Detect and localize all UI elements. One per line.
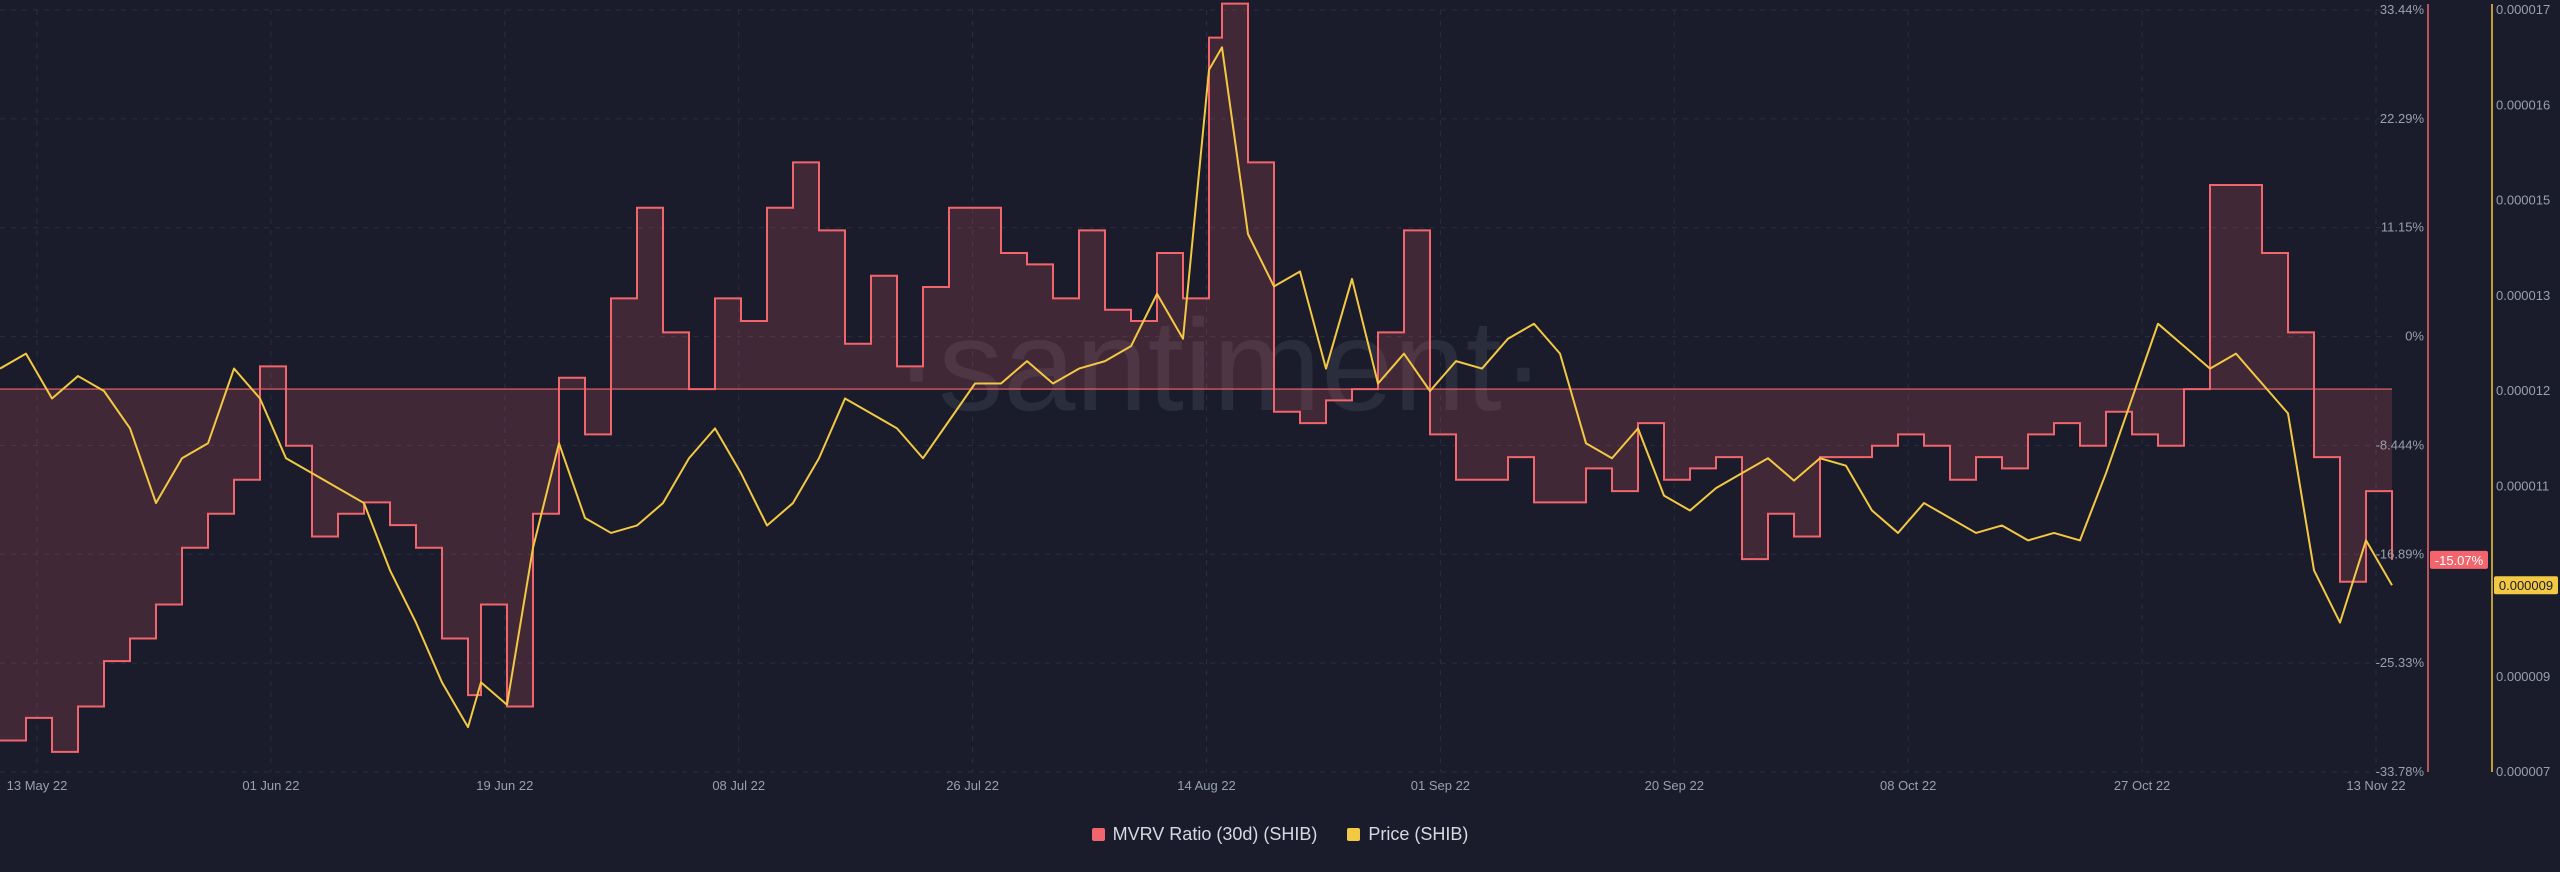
x-tick-label: 19 Jun 22 [476,778,533,793]
y-left-tick-label: -16.89% [2376,546,2425,561]
y-right-tick-label: 0.000009 [2496,669,2550,684]
x-tick-label: 08 Oct 22 [1880,778,1936,793]
y-left-tick-label: -33.78% [2376,764,2425,779]
legend-swatch-price [1347,827,1361,841]
y-right-tick-label: 0.000017 [2496,2,2550,17]
price-current-badge [2494,576,2558,595]
y-left-tick-label: 0% [2405,329,2424,344]
x-tick-label: 01 Sep 22 [1411,778,1470,793]
legend-item-mvrv[interactable]: MVRV Ratio (30d) (SHIB) [1091,823,1318,845]
y-right-tick-label: 0.000013 [2496,288,2550,303]
x-tick-label: 08 Jul 22 [712,778,765,793]
y-right-tick-label: 0.000011 [2496,478,2549,493]
y-left-tick-label: 33.44% [2380,2,2425,17]
axes [2427,4,2493,772]
legend: MVRV Ratio (30d) (SHIB) Price (SHIB) [0,820,2560,848]
x-tick-label: 27 Oct 22 [2114,778,2170,793]
labels: 33.44% 22.29% 11.15% 0% -8.444% -16.89% -25.33… [7,2,2558,793]
mvrv-area-layer [0,3,2392,752]
x-tick-label: 20 Sep 22 [1645,778,1704,793]
x-tick-label: 13 Nov 22 [2346,778,2405,793]
price-current-value: 0.000009 [2499,578,2553,593]
y-left-tick-label: -25.33% [2376,655,2425,670]
x-tick-label: 01 Jun 22 [242,778,299,793]
legend-label-price: Price (SHIB) [1368,823,1469,844]
y-right-tick-label: 0.000015 [2496,193,2550,208]
legend-swatch-mvrv [1091,827,1105,841]
x-tick-label: 26 Jul 22 [946,778,999,793]
mvrv-area [0,3,2392,752]
y-right-tick-label: 0.000007 [2496,764,2550,779]
y-right-tick-label: 0.000012 [2496,383,2550,398]
y-left-tick-label: 11.15% [2381,220,2425,235]
watermark: ·santiment· [895,292,1545,438]
mvrv-current-value: -15.07% [2435,553,2484,568]
x-tick-label: 13 May 22 [7,778,68,793]
legend-label-mvrv: MVRV Ratio (30d) (SHIB) [1112,823,1318,844]
mvrv-line [0,2,2393,753]
grid [0,9,2392,773]
y-left-tick-label: 22.29% [2380,111,2425,126]
mvrv-current-badge [2430,550,2488,569]
y-right-tick-label: 0.000016 [2496,97,2550,112]
price-line [0,46,2393,729]
x-tick-label: 14 Aug 22 [1177,778,1236,793]
line-layer [0,2,2393,753]
legend-item-price[interactable]: Price (SHIB) [1347,824,1468,845]
y-left-tick-label: -8.444% [2376,437,2425,452]
